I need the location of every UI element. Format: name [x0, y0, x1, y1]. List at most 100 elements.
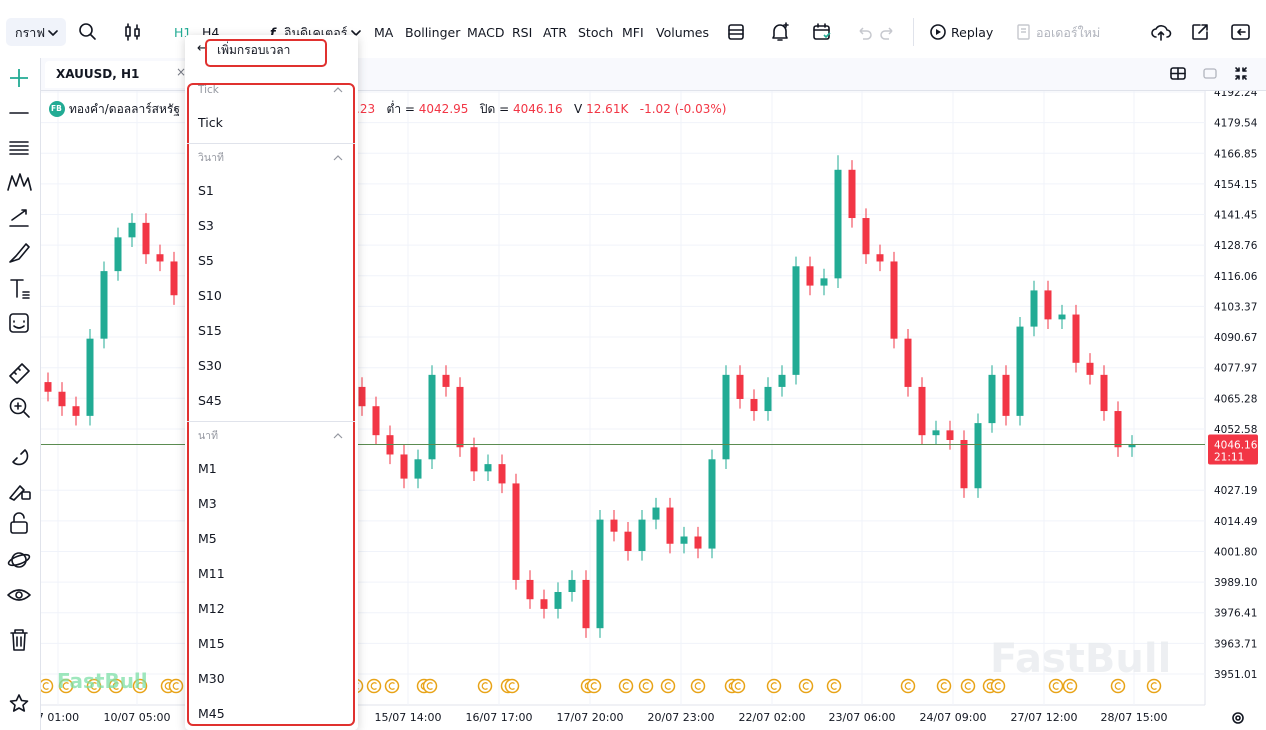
- event-icon-glyph: [90, 682, 97, 690]
- timeframe-option[interactable]: S1: [198, 183, 214, 198]
- back-arrow[interactable]: ←: [197, 41, 208, 56]
- indicator-button[interactable]: Stoch: [578, 25, 614, 40]
- lock-tool[interactable]: [10, 521, 28, 534]
- left-toolbar: [0, 58, 41, 730]
- candle-body: [1058, 314, 1066, 320]
- time-label: 20/07 23:00: [648, 711, 715, 724]
- timeframe-option[interactable]: M45: [198, 706, 225, 721]
- visibility-tool[interactable]: [7, 589, 31, 601]
- candle-body: [1072, 314, 1080, 363]
- timeframe-option[interactable]: S10: [198, 288, 222, 303]
- section-title[interactable]: วินาที: [198, 152, 224, 164]
- timeframe-option[interactable]: Tick: [198, 115, 223, 130]
- time-label: 23/07 06:00: [829, 711, 896, 724]
- fullscreen-icon[interactable]: [1230, 22, 1252, 42]
- magnet-tool[interactable]: [12, 449, 29, 466]
- event-icon: [1048, 678, 1064, 694]
- candle-body: [526, 579, 534, 600]
- zoom-tool[interactable]: [9, 397, 27, 415]
- event-icon: [618, 678, 634, 694]
- text-tool[interactable]: [10, 279, 30, 299]
- order-icon: [1017, 24, 1030, 40]
- window-icon[interactable]: [1203, 68, 1217, 79]
- timeframe-option[interactable]: M1: [198, 461, 217, 476]
- favorites-tool[interactable]: [9, 694, 29, 712]
- projection-tool[interactable]: [9, 209, 29, 227]
- time-label: 15/07 14:00: [375, 711, 442, 724]
- event-icon-glyph: [136, 682, 143, 690]
- candle-body: [750, 398, 758, 412]
- indicator-button[interactable]: ATR: [543, 25, 567, 40]
- timeframe-option[interactable]: S30: [198, 358, 222, 373]
- candle-body: [904, 338, 912, 387]
- event-icon-glyph: [112, 682, 119, 690]
- pattern-tool[interactable]: [7, 173, 32, 191]
- event-icon: [730, 678, 746, 694]
- candle-body: [86, 338, 94, 416]
- candle-body: [442, 374, 450, 387]
- tab-close[interactable]: ×: [176, 65, 187, 79]
- collapse-chevron[interactable]: [333, 87, 343, 93]
- chevron-path: [333, 155, 343, 161]
- legend-label: ต่ำ =: [386, 102, 415, 116]
- section-title[interactable]: นาที: [198, 430, 218, 442]
- lock-drawing-tool[interactable]: [9, 485, 25, 501]
- fib-tool[interactable]: [9, 141, 29, 155]
- symbol-badge: [49, 101, 65, 117]
- emoji-tool[interactable]: [9, 313, 29, 333]
- timeframe-option[interactable]: M30: [198, 671, 225, 686]
- chart-type-icon[interactable]: [123, 22, 143, 42]
- candle-body: [960, 439, 968, 489]
- event-icon: [936, 678, 952, 694]
- indicator-button[interactable]: RSI: [512, 25, 533, 40]
- collapse-chevron[interactable]: [333, 155, 343, 161]
- candle-body: [142, 222, 150, 255]
- timeframe-option[interactable]: M5: [198, 531, 217, 546]
- candle-body: [596, 519, 604, 629]
- price-tick-label: 4052.58: [1214, 424, 1257, 436]
- timeframe-option[interactable]: M12: [198, 601, 225, 616]
- indicator-button[interactable]: Volumes: [656, 25, 710, 40]
- event-icon: [960, 678, 976, 694]
- event-icon-glyph: [590, 682, 597, 690]
- brush-tool[interactable]: [9, 243, 30, 263]
- candle-body: [114, 237, 122, 272]
- collapse-chevron[interactable]: [333, 433, 343, 439]
- candle-body: [806, 266, 814, 286]
- timeframe-option[interactable]: S15: [198, 323, 222, 338]
- timeframe-option[interactable]: S3: [198, 218, 214, 233]
- search-icon[interactable]: [78, 22, 98, 42]
- layout-icon[interactable]: [726, 22, 746, 42]
- timeframe-option[interactable]: M15: [198, 636, 225, 651]
- delete-tool[interactable]: [10, 629, 28, 651]
- timeframe-option[interactable]: M11: [198, 566, 225, 581]
- section-title[interactable]: Tick: [198, 84, 219, 96]
- candle-body: [666, 507, 674, 544]
- menu-title[interactable]: เพิ่มกรอบเวลา: [217, 43, 291, 57]
- timeframe-option[interactable]: S45: [198, 393, 222, 408]
- candle-body: [58, 391, 66, 407]
- alert-icon[interactable]: [769, 21, 791, 43]
- cloud-icon[interactable]: [1150, 21, 1172, 43]
- indicator-button[interactable]: MFI: [622, 25, 644, 40]
- indicator-button[interactable]: MA: [374, 25, 394, 40]
- timeframe-option[interactable]: S5: [198, 253, 214, 268]
- settings-icon[interactable]: [1232, 712, 1244, 724]
- replay-button[interactable]: Replay: [951, 25, 994, 40]
- calendar-icon[interactable]: [811, 21, 833, 43]
- indicator-button[interactable]: Bollinger: [405, 25, 461, 40]
- candle-body: [170, 261, 178, 296]
- indicator-button[interactable]: MACD: [467, 25, 505, 40]
- share-icon[interactable]: [1190, 22, 1210, 42]
- collapse-icon[interactable]: [1235, 67, 1247, 80]
- timeframe-option[interactable]: M3: [198, 496, 217, 511]
- chart-tab[interactable]: [45, 61, 190, 88]
- crosshair-tool[interactable]: [10, 69, 28, 87]
- undo-redo-icons[interactable]: [856, 23, 896, 41]
- event-icon-glyph: [734, 682, 741, 690]
- new-order-button[interactable]: ออเดอร์ใหม่: [1036, 25, 1101, 40]
- event-icon: [422, 678, 438, 694]
- section-divider: [187, 143, 355, 144]
- event-icon: [384, 678, 400, 694]
- measure-tool[interactable]: [9, 363, 30, 384]
